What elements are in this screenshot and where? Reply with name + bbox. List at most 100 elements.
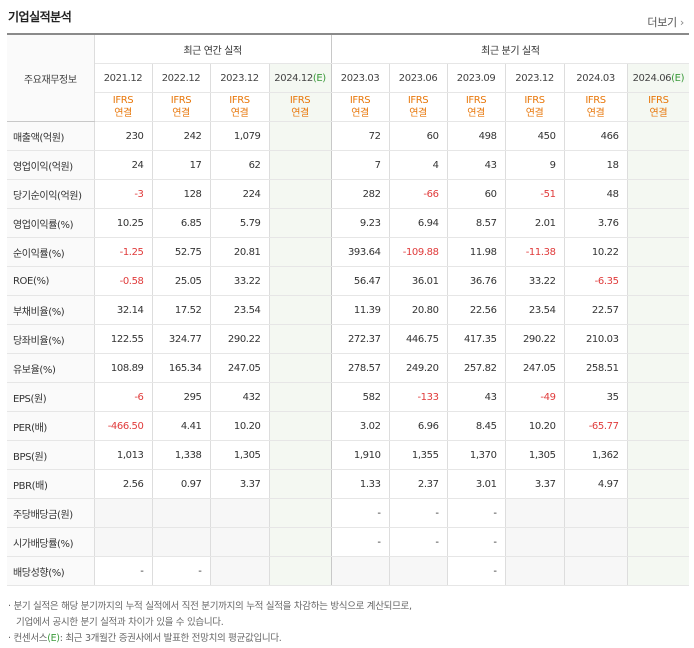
value-cell [269, 179, 332, 209]
value-cell: -49 [505, 382, 565, 412]
value-cell: 582 [331, 382, 390, 412]
annual-group-label: 최근 연간 실적 [94, 33, 332, 64]
value-cell: 52.75 [152, 237, 211, 267]
table-row: 주당배당금(원) - - - [7, 498, 690, 528]
value-cell: - [152, 556, 211, 586]
row-label: 영업이익(억원) [7, 150, 95, 180]
period-label: 2024.06 [632, 72, 672, 84]
row-label: 주당배당금(원) [7, 498, 95, 528]
period-header: 2023.03 [331, 63, 390, 93]
value-cell: 48 [564, 179, 628, 209]
period-label: 2024.03 [576, 72, 615, 84]
ifrs-header: IFRS 연결 [389, 92, 448, 122]
value-cell [505, 498, 565, 528]
period-label: 2022.12 [161, 72, 201, 84]
value-cell: 36.76 [447, 266, 506, 296]
period-label: 2023.12 [515, 72, 554, 84]
value-cell [627, 150, 690, 180]
period-header: 2024.03 [564, 63, 628, 93]
value-cell: 324.77 [152, 324, 211, 354]
value-cell: 1,355 [389, 440, 448, 470]
section-title: 기업실적분석 [8, 10, 72, 24]
consolidated-label: 연결 [525, 108, 544, 119]
value-cell: 20.80 [389, 295, 448, 325]
value-cell: -1.25 [94, 237, 153, 267]
value-cell: 5.79 [210, 208, 270, 238]
value-cell: -65.77 [564, 411, 628, 441]
ifrs-header: IFRS 연결 [94, 92, 153, 122]
value-cell [505, 556, 565, 586]
value-cell [627, 498, 690, 528]
period-label: 2023.12 [220, 72, 259, 84]
value-cell: 128 [152, 179, 211, 209]
value-cell: 10.20 [210, 411, 270, 441]
table-row: 당기순이익(억원) -3 128 224 282 -66 60 -51 48 [7, 179, 690, 209]
value-cell: -6.35 [564, 266, 628, 296]
value-cell: 3.02 [331, 411, 390, 441]
period-header: 2023.09 [447, 63, 506, 93]
consolidated-label: 연결 [291, 108, 309, 119]
row-label: PER(배) [7, 411, 95, 441]
value-cell: 1,910 [331, 440, 390, 470]
value-cell: 18 [564, 150, 628, 180]
value-cell: 247.05 [505, 353, 565, 383]
value-cell [627, 121, 690, 151]
value-cell: 72 [331, 121, 390, 151]
value-cell [94, 527, 153, 557]
ifrs-label: IFRS [229, 95, 250, 106]
value-cell: 282 [331, 179, 390, 209]
value-cell [269, 266, 332, 296]
table-row: 부채비율(%) 32.14 17.52 23.54 11.39 20.80 22.56 23.… [7, 295, 690, 325]
value-cell: 8.57 [447, 208, 506, 238]
row-label: 순이익률(%) [7, 237, 95, 267]
financial-table: 주요재무정보 최근 연간 실적 최근 분기 실적 2021.12 2022.12 2… [7, 33, 690, 586]
value-cell: 1,305 [210, 440, 270, 470]
note-3-mark: (E) [47, 633, 60, 644]
value-cell [627, 237, 690, 267]
period-label: 2024.12 [274, 72, 313, 84]
period-header: 2021.12 [94, 63, 153, 93]
value-cell [564, 527, 628, 557]
table-row: 영업이익(억원) 24 17 62 7 4 43 9 18 [7, 150, 690, 180]
table-row: 시가배당률(%) - - - [7, 527, 690, 557]
value-cell [627, 208, 690, 238]
value-cell [505, 527, 565, 557]
value-cell: 10.20 [505, 411, 565, 441]
value-cell: 498 [447, 121, 506, 151]
value-cell: 22.56 [447, 295, 506, 325]
row-label: PBR(배) [7, 469, 95, 499]
value-cell: 2.01 [505, 208, 565, 238]
value-cell [210, 527, 270, 557]
value-cell: 0.97 [152, 469, 211, 499]
value-cell [269, 121, 332, 151]
value-cell: 1,079 [210, 121, 270, 151]
value-cell [269, 295, 332, 325]
estimate-mark: (E) [671, 72, 685, 84]
value-cell [269, 411, 332, 441]
value-cell [627, 382, 690, 412]
value-cell: -51 [505, 179, 565, 209]
value-cell: -66 [389, 179, 448, 209]
ifrs-label: IFRS [349, 95, 371, 106]
value-cell: 4.97 [564, 469, 628, 499]
consolidated-label: 연결 [114, 108, 132, 119]
value-cell: 446.75 [389, 324, 448, 354]
period-header: 2023.12 [210, 63, 270, 93]
more-link[interactable]: 더보기 › [647, 14, 684, 30]
value-cell: 258.51 [564, 353, 628, 383]
value-cell: 3.01 [447, 469, 506, 499]
period-label: 2023.03 [340, 72, 380, 84]
value-cell: 25.05 [152, 266, 211, 296]
period-label: 2021.12 [103, 72, 143, 84]
value-cell: 3.76 [564, 208, 628, 238]
value-cell: 6.94 [389, 208, 448, 238]
value-cell: 9 [505, 150, 565, 180]
value-cell [269, 440, 332, 470]
ifrs-header: IFRS 연결 [269, 92, 332, 122]
row-label: 배당성향(%) [7, 556, 95, 586]
value-cell: 10.25 [94, 208, 153, 238]
value-cell: 6.85 [152, 208, 211, 238]
more-label[interactable]: 더보기 [647, 16, 677, 29]
value-cell [627, 324, 690, 354]
